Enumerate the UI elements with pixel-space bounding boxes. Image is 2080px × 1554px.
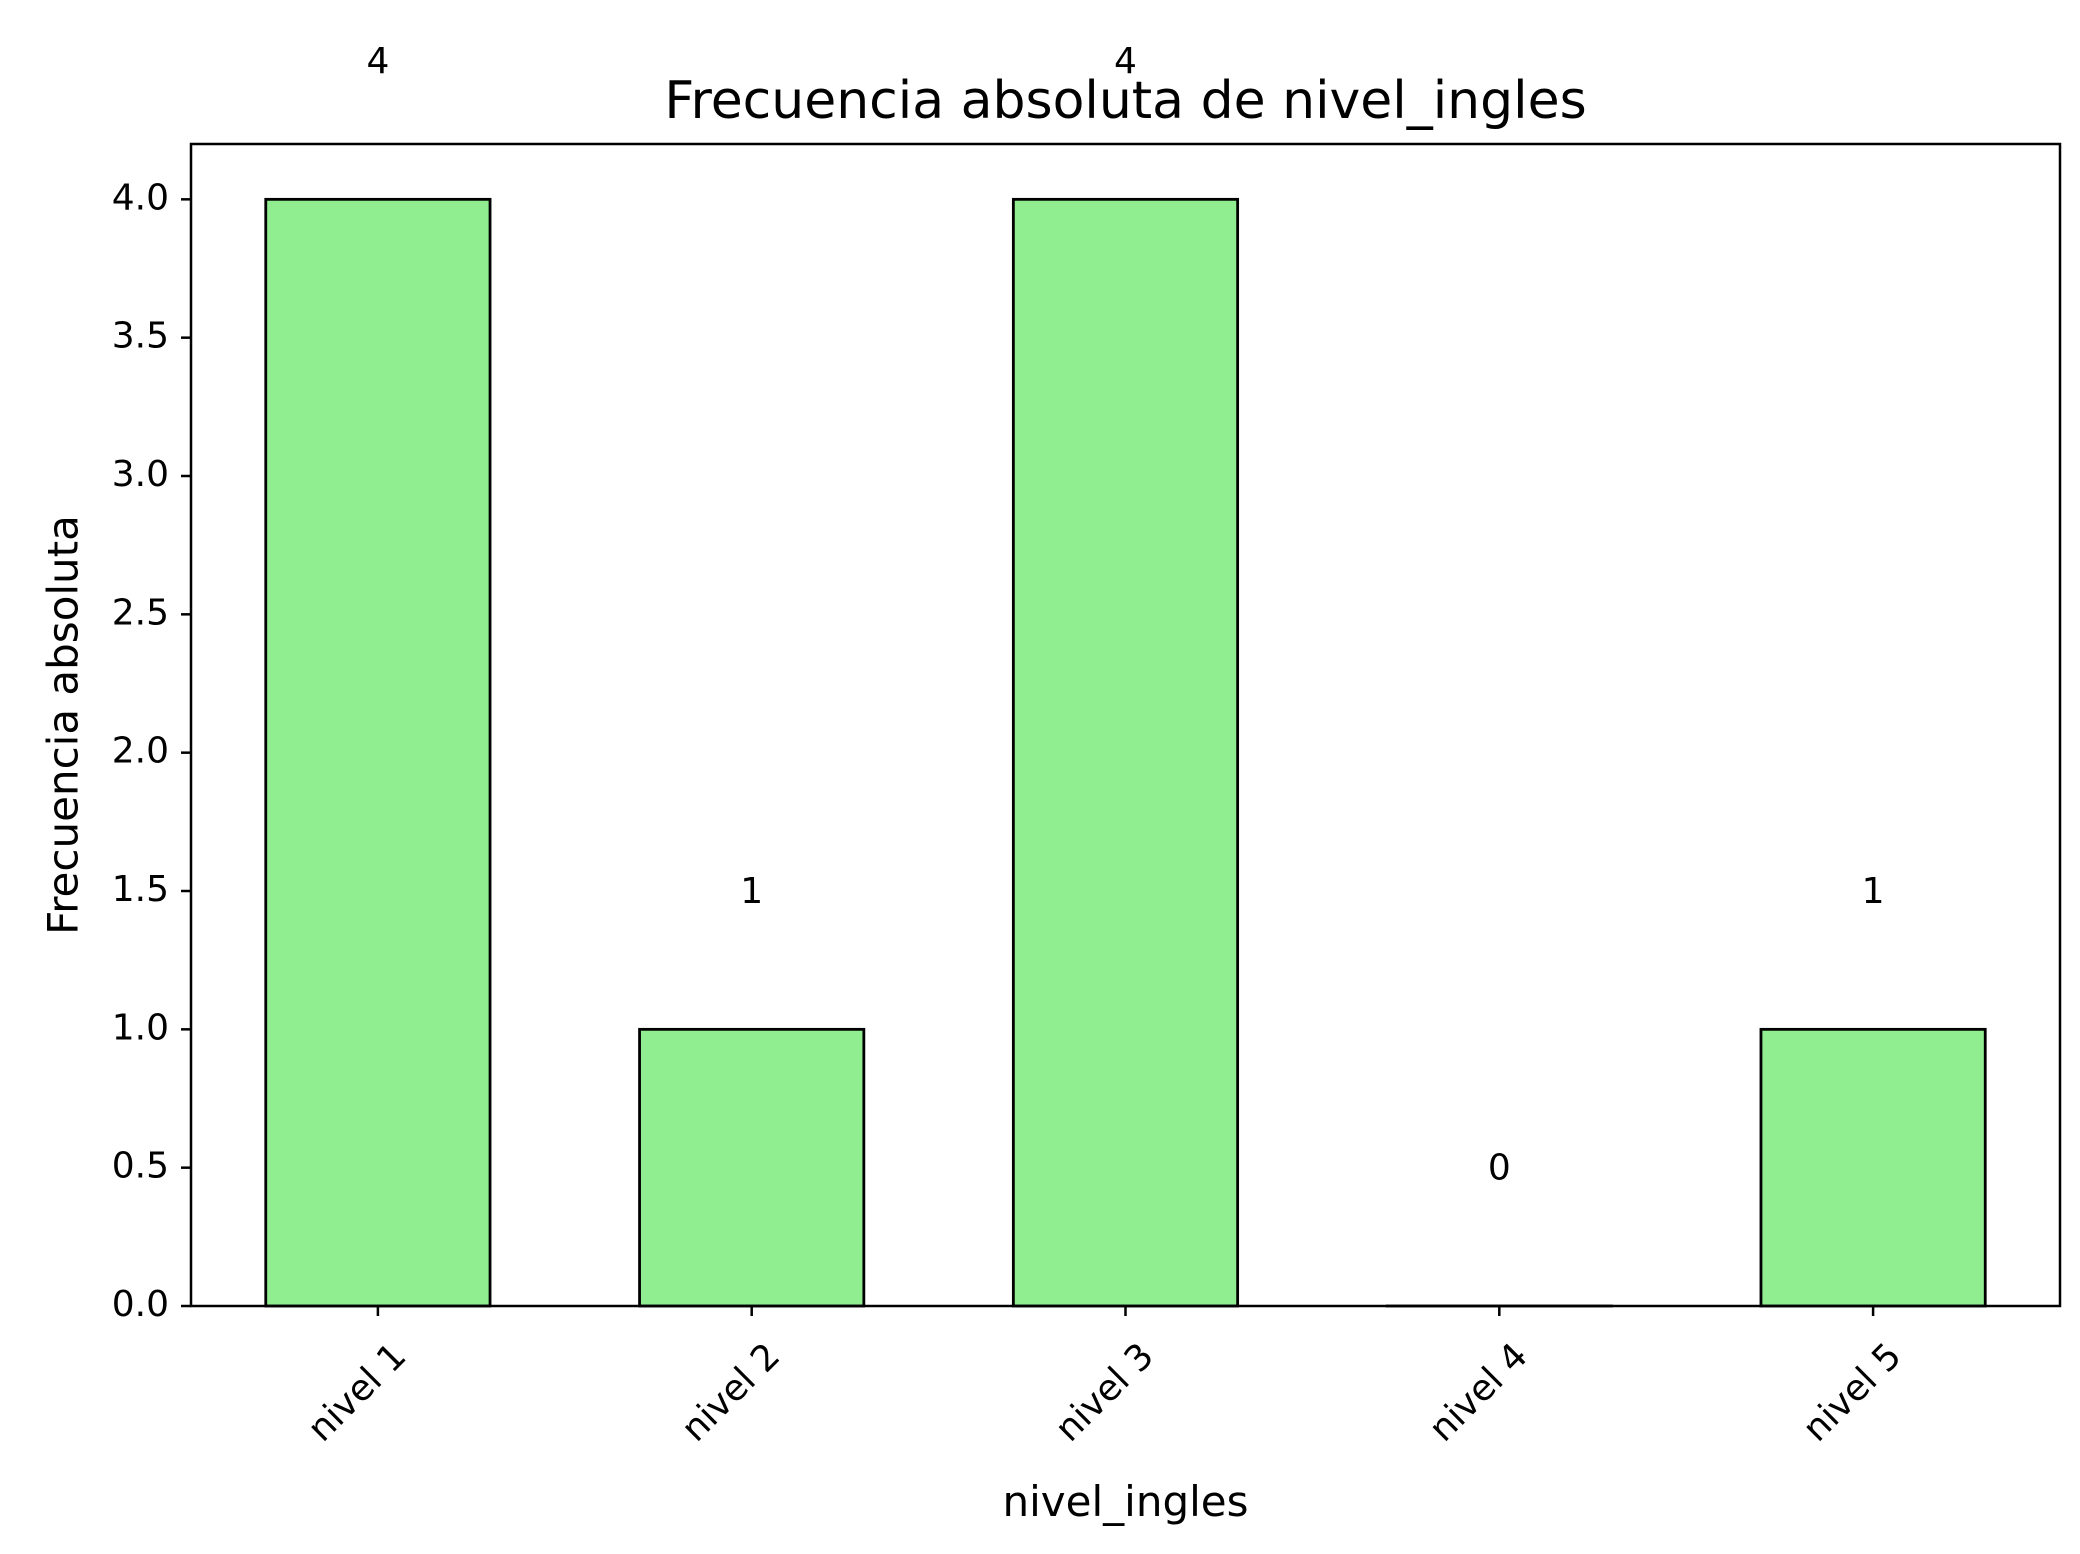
y-tick-label: 4.0 [112,177,169,218]
y-tick-label: 3.5 [112,316,169,357]
data-labels: 4 1 4 0 1 [366,41,1884,1189]
y-tick-label: 3.0 [112,454,169,495]
chart-title: Frecuencia absoluta de nivel_ingles [664,71,1586,131]
bar-3 [1011,197,1240,1308]
bar-2 [638,1027,866,1308]
data-label: 4 [1114,41,1137,82]
y-tick-label: 0.0 [112,1284,169,1325]
y-tick-label: 0.5 [112,1146,169,1187]
y-tick-label: 1.0 [112,1007,169,1048]
y-tick-label: 1.5 [112,869,169,910]
y-axis: 0.0 0.5 1.0 1.5 2.0 2.5 3.0 3.5 4.0 [112,177,191,1325]
data-label: 1 [740,871,763,912]
bar-5 [1759,1027,1987,1308]
y-tick-label: 2.0 [112,731,169,772]
bars-layer [264,197,1987,1308]
data-label: 0 [1488,1148,1511,1189]
data-label: 1 [1862,871,1885,912]
data-label: 4 [366,41,389,82]
y-axis-label: Frecuencia absoluta [39,515,88,935]
bar-1 [264,197,492,1308]
y-tick-label: 2.5 [112,592,169,633]
x-axis-label: nivel_ingles [1003,1477,1249,1526]
